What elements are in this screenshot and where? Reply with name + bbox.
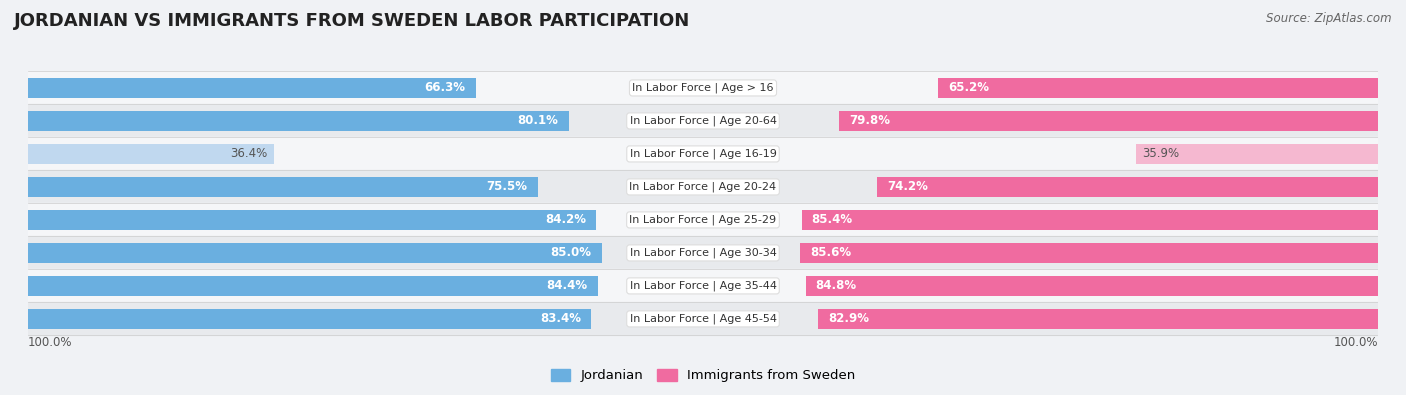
Text: 65.2%: 65.2%	[948, 81, 988, 94]
Bar	[818, 308, 1378, 329]
Text: 100.0%: 100.0%	[28, 336, 73, 349]
Legend: Jordanian, Immigrants from Sweden: Jordanian, Immigrants from Sweden	[546, 363, 860, 387]
Text: 85.4%: 85.4%	[811, 213, 853, 226]
Bar	[28, 303, 1378, 335]
Bar	[28, 203, 1378, 237]
Bar	[877, 177, 1378, 197]
Bar	[28, 71, 1378, 104]
Text: 35.9%: 35.9%	[1142, 147, 1180, 160]
Bar	[28, 276, 598, 296]
Bar	[801, 210, 1378, 230]
Bar	[28, 137, 1378, 170]
Text: 83.4%: 83.4%	[540, 312, 581, 325]
Text: 80.1%: 80.1%	[517, 115, 558, 128]
Bar	[28, 111, 568, 131]
Bar	[28, 104, 1378, 137]
Text: 85.0%: 85.0%	[551, 246, 592, 260]
Text: 82.9%: 82.9%	[828, 312, 869, 325]
Text: 85.6%: 85.6%	[810, 246, 852, 260]
Bar	[806, 276, 1378, 296]
Bar	[28, 243, 602, 263]
Text: 100.0%: 100.0%	[1333, 336, 1378, 349]
Text: In Labor Force | Age 16-19: In Labor Force | Age 16-19	[630, 149, 776, 159]
Text: 84.4%: 84.4%	[547, 279, 588, 292]
Text: 66.3%: 66.3%	[425, 81, 465, 94]
Bar	[800, 243, 1378, 263]
Text: 84.8%: 84.8%	[815, 279, 856, 292]
Bar	[28, 237, 1378, 269]
Bar	[28, 170, 1378, 203]
Text: In Labor Force | Age 20-64: In Labor Force | Age 20-64	[630, 116, 776, 126]
Bar	[28, 269, 1378, 303]
Text: 75.5%: 75.5%	[486, 181, 527, 194]
Text: 36.4%: 36.4%	[229, 147, 267, 160]
Text: JORDANIAN VS IMMIGRANTS FROM SWEDEN LABOR PARTICIPATION: JORDANIAN VS IMMIGRANTS FROM SWEDEN LABO…	[14, 12, 690, 30]
Bar	[28, 308, 591, 329]
Text: In Labor Force | Age 30-34: In Labor Force | Age 30-34	[630, 248, 776, 258]
Bar	[28, 210, 596, 230]
Bar	[28, 78, 475, 98]
Text: In Labor Force | Age 25-29: In Labor Force | Age 25-29	[630, 214, 776, 225]
Text: In Labor Force | Age 35-44: In Labor Force | Age 35-44	[630, 281, 776, 291]
Bar	[28, 177, 537, 197]
Text: In Labor Force | Age > 16: In Labor Force | Age > 16	[633, 83, 773, 93]
Text: 79.8%: 79.8%	[849, 115, 890, 128]
Text: 74.2%: 74.2%	[887, 181, 928, 194]
Text: In Labor Force | Age 45-54: In Labor Force | Age 45-54	[630, 314, 776, 324]
Bar	[938, 78, 1378, 98]
Bar	[28, 144, 274, 164]
Bar	[1136, 144, 1378, 164]
Text: In Labor Force | Age 20-24: In Labor Force | Age 20-24	[630, 182, 776, 192]
Text: Source: ZipAtlas.com: Source: ZipAtlas.com	[1267, 12, 1392, 25]
Text: 84.2%: 84.2%	[546, 213, 586, 226]
Bar	[839, 111, 1378, 131]
